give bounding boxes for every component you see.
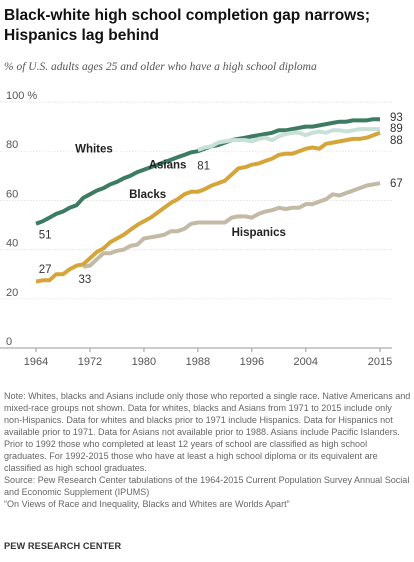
report-title: “On Views of Race and Inequality, Blacks… [4,499,290,510]
end-value-hispanics: 67 [390,178,403,190]
series-line-blacks [35,130,381,284]
chart-title: Black-white high school completion gap n… [4,7,371,44]
y-tick-label: 60 [6,188,18,200]
end-value-whites: 93 [390,112,403,124]
series-label-whites: Whites [75,143,113,155]
series-lines [35,117,381,284]
y-tick-label: 80 [6,139,18,151]
source-text: Source: Pew Research Center tabulations … [4,475,410,498]
x-tick-label: 1996 [240,356,264,368]
axis-ticks: 0 20 40 60 80 100 % 1964 1972 1980 1988 1996 2004 20… [6,90,392,368]
end-value-blacks: 88 [390,135,403,147]
start-value-hispanics: 33 [78,274,91,286]
start-value-whites: 51 [39,230,52,242]
series-label-asians: Asians [149,159,187,171]
y-tick-label: 0 [6,336,12,348]
y-tick-label: 100 % [6,90,37,102]
line-chart: Whites Asians Blacks Hispanics 51 93 81 89 27 88 3… [0,90,403,368]
chart-labels: Whites Asians Blacks Hispanics 51 93 81 89 27 88 3… [39,112,403,286]
x-tick-label: 2015 [368,356,392,368]
end-value-asians: 89 [390,123,403,135]
start-value-blacks: 27 [39,264,52,276]
x-tick-label: 1980 [132,356,156,368]
x-tick-label: 2004 [294,356,318,368]
organization-credit: PEW RESEARCH CENTER [4,541,122,551]
series-line-asians [197,127,380,152]
series-line-hispanics [82,181,381,269]
gridlines [0,101,392,352]
series-label-blacks: Blacks [129,189,166,201]
y-tick-label: 40 [6,238,18,250]
x-tick-label: 1972 [78,356,102,368]
note-text: Note: Whites, blacks and Asians include … [4,391,411,474]
x-tick-label: 1964 [24,356,48,368]
x-tick-label: 1988 [186,356,210,368]
start-value-asians: 81 [197,161,210,173]
chart-notes: Note: Whites, blacks and Asians include … [4,390,412,510]
y-tick-label: 20 [6,287,18,299]
chart-subtitle: % of U.S. adults ages 25 and older who h… [4,61,317,73]
series-label-hispanics: Hispanics [232,227,286,239]
